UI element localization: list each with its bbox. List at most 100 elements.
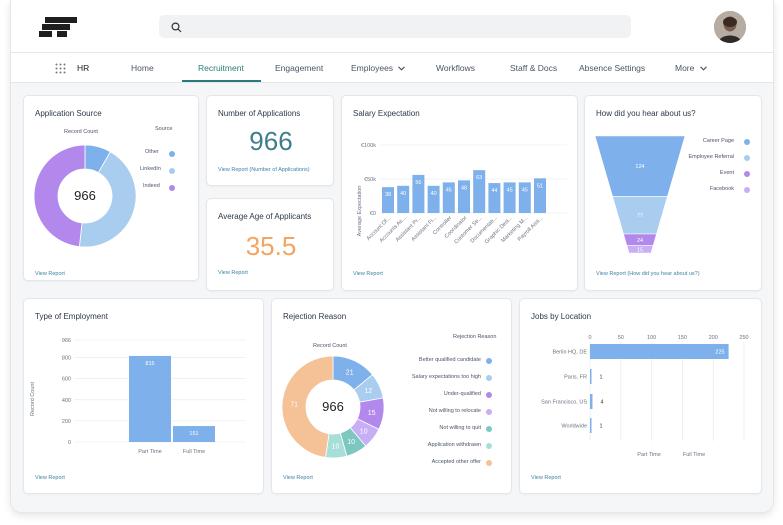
- apps-grid-icon[interactable]: [55, 53, 66, 83]
- bar[interactable]: [173, 426, 215, 442]
- jobs-location-bar-chart: 0 50 100 150 200 250 Berlin HQ, DE 225 Paris, FR…: [541, 335, 748, 458]
- x-tick-label: 50: [618, 335, 624, 341]
- nav-item-workflows[interactable]: Workflows: [436, 63, 476, 73]
- donut-slice[interactable]: [281, 355, 334, 458]
- card-title: Type of Employment: [35, 312, 108, 321]
- bar[interactable]: [488, 183, 501, 213]
- user-avatar[interactable]: [714, 11, 746, 43]
- donut-center-value: 966: [322, 399, 344, 414]
- y-tick-label: Paris, FR: [564, 375, 587, 381]
- view-report-link[interactable]: View Report: [35, 271, 65, 277]
- card-application-source: Application Source Record Count Source 9…: [23, 95, 199, 281]
- slice-value-label: 12: [365, 388, 373, 395]
- nav-item-staff-docs[interactable]: Staff & Docs: [510, 63, 558, 73]
- legend-title: Rejection Reason: [453, 334, 497, 340]
- view-report-link[interactable]: View Report: [35, 475, 65, 481]
- bar[interactable]: [382, 187, 394, 213]
- top-bar: [11, 0, 773, 53]
- legend-swatch: [744, 171, 750, 177]
- donut-slice[interactable]: [33, 144, 86, 248]
- bar-value-label: 45: [446, 187, 452, 193]
- bar-value-label: 63: [476, 175, 482, 181]
- card-number-of-applications: Number of Applications 966 View Report (…: [206, 95, 334, 186]
- bar[interactable]: [590, 418, 592, 433]
- company-logo[interactable]: [39, 15, 79, 44]
- bar[interactable]: [518, 182, 531, 213]
- legend-swatch: [486, 409, 492, 415]
- legend-swatch: [486, 443, 492, 449]
- legend-swatch: [744, 187, 750, 193]
- legend-label: Facebook: [709, 186, 734, 192]
- bar-value-label: 225: [715, 350, 724, 356]
- application-source-donut: 966: [33, 144, 137, 248]
- bar-value-label: 38: [385, 192, 391, 198]
- view-report-link[interactable]: View Report (Number of Applications): [218, 167, 310, 173]
- view-report-link[interactable]: View Report: [353, 271, 383, 277]
- x-tick-label: 250: [739, 335, 748, 341]
- x-tick-label: 100: [647, 335, 656, 341]
- nav-item-home[interactable]: Home: [131, 63, 154, 73]
- search-input[interactable]: [189, 18, 619, 35]
- rejection-donut: 21 12 15 10 10 10 71 966: [281, 355, 385, 459]
- legend-label-indeed: Indeed: [143, 183, 160, 189]
- legend-label: Employee Referral: [688, 154, 734, 160]
- legend-title: Source: [155, 126, 173, 132]
- slice-value-label: 15: [368, 410, 376, 417]
- card-type-of-employment: Type of Employment Record Count 0 200 400 6…: [23, 298, 264, 494]
- y-tick-label: 600: [62, 377, 71, 383]
- slice-value-label: 10: [332, 443, 340, 450]
- legend-swatch: [169, 185, 175, 191]
- card-salary-expectation: Salary Expectation Average Expectation €…: [341, 95, 578, 291]
- bar[interactable]: [590, 369, 592, 384]
- bar-value-label: 51: [537, 183, 543, 189]
- search-bar[interactable]: [159, 15, 631, 38]
- nav-item-employees[interactable]: Employees: [351, 53, 406, 83]
- bar[interactable]: [427, 185, 440, 213]
- main-navigation: HR Home Recruitment Engagement Employees…: [11, 53, 773, 83]
- y-tick-label: 400: [62, 398, 71, 404]
- bar[interactable]: [397, 185, 410, 213]
- kpi-value: 35.5: [245, 231, 297, 261]
- funnel-segment[interactable]: [626, 245, 654, 254]
- legend-label: Event: [719, 170, 734, 176]
- legend-swatch: [744, 155, 750, 161]
- bar[interactable]: [590, 394, 593, 409]
- bar[interactable]: [590, 344, 729, 359]
- nav-item-recruitment[interactable]: Recruitment: [198, 63, 244, 73]
- view-report-link[interactable]: View Report: [218, 270, 248, 276]
- view-report-link[interactable]: View Report (How did you hear about us?): [596, 271, 700, 277]
- donut-center-value: 966: [74, 188, 96, 203]
- legend-label-other: Other: [145, 149, 159, 155]
- bar-value-label: 45: [522, 187, 528, 193]
- card-how-did-you-hear: How did you hear about us? 124 77 24 15 Car…: [584, 95, 762, 291]
- donut-slice[interactable]: [78, 151, 137, 248]
- view-report-link[interactable]: View Report: [531, 475, 561, 481]
- nav-item-engagement[interactable]: Engagement: [275, 63, 324, 73]
- bar[interactable]: [442, 182, 455, 213]
- legend-swatch: [486, 375, 492, 381]
- view-report-link[interactable]: View Report: [283, 475, 313, 481]
- nav-item-absence-settings[interactable]: Absence Settings: [579, 63, 646, 73]
- legend-label: Not willing to relocate: [428, 408, 481, 414]
- bar-value-label: 4: [600, 400, 603, 406]
- card-rejection-reason: Rejection Reason Record Count Rejection …: [271, 298, 512, 494]
- y-axis-label: Average Expectation: [357, 186, 363, 237]
- slice-value-label: 10: [347, 439, 355, 446]
- nav-item-more-label: More: [675, 63, 695, 73]
- bar[interactable]: [458, 180, 470, 213]
- legend-swatch: [169, 151, 175, 157]
- bar-value-label: 45: [507, 187, 513, 193]
- active-tab-indicator: [182, 80, 261, 82]
- nav-app-label: HR: [77, 63, 90, 73]
- funnel-value-label: 77: [637, 213, 643, 219]
- bar[interactable]: [129, 355, 171, 442]
- y-tick-label: €100k: [361, 143, 376, 149]
- bar[interactable]: [412, 174, 425, 213]
- legend-swatch: [486, 358, 492, 364]
- bar[interactable]: [503, 182, 516, 213]
- bar[interactable]: [534, 178, 546, 213]
- chevron-down-icon: [699, 66, 707, 71]
- bar-value-label: 151: [189, 431, 198, 437]
- nav-item-more[interactable]: More: [675, 53, 707, 83]
- bar[interactable]: [473, 170, 486, 213]
